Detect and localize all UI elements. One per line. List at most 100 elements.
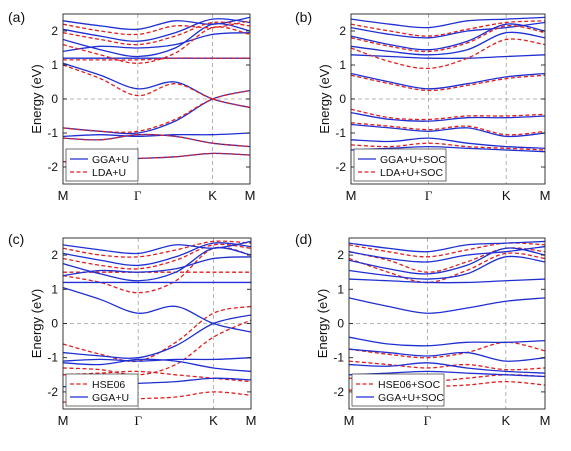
band-solid-8 <box>351 21 545 39</box>
x-tick-label: M <box>540 413 551 428</box>
band-solid-2 <box>351 123 545 138</box>
band-dashed-0 <box>351 142 545 151</box>
band-solid-0 <box>349 370 545 378</box>
legend-entry: GGA+U <box>92 154 129 166</box>
x-tick-label: Γ <box>424 413 432 428</box>
y-tick-label: -1 <box>47 351 58 365</box>
band-solid-5 <box>349 278 545 284</box>
legend-entry: LDA+U+SOC <box>380 167 443 179</box>
legend-entry: LDA+U <box>92 167 126 179</box>
band-dashed-1 <box>351 122 545 136</box>
band-solid-7 <box>349 247 545 275</box>
band-solid-2 <box>349 348 545 362</box>
band-solid-4 <box>63 286 251 333</box>
y-tick-label: 1 <box>51 282 58 296</box>
panel-b: -2 -1 0 1 2 M Γ K M Energy (eV) (b) GGA+U+SOCLDA+U+… <box>295 9 550 203</box>
x-tick-label: Γ <box>425 188 433 203</box>
band-dashed-4 <box>63 57 250 61</box>
y-tick-label: 1 <box>51 58 58 72</box>
band-dashed-4 <box>351 38 545 70</box>
band-solid-4 <box>349 297 545 314</box>
band-solid-9 <box>349 240 545 253</box>
band-dashed-4 <box>349 252 545 284</box>
band-dashed-3 <box>63 64 250 109</box>
band-dashed-1 <box>63 133 250 148</box>
x-tick-label: K <box>209 413 218 428</box>
legend-entry: GGA+U <box>92 392 129 404</box>
band-solid-3 <box>349 336 545 347</box>
band-solid-8 <box>63 242 251 267</box>
y-tick-label: 1 <box>337 282 344 296</box>
band-solid-8 <box>349 245 545 263</box>
y-tick-label: -2 <box>335 160 346 174</box>
panel-label: (a) <box>8 9 25 25</box>
band-solid-1 <box>63 358 251 373</box>
y-axis-label: Energy (eV) <box>317 64 332 133</box>
x-tick-label: M <box>346 188 357 203</box>
band-solid-2 <box>63 132 250 138</box>
y-tick-label: -1 <box>335 126 346 140</box>
y-tick-label: -2 <box>333 385 344 399</box>
band-dashed-7 <box>63 20 250 36</box>
y-tick-label: -2 <box>47 385 58 399</box>
band-solid-0 <box>351 145 545 153</box>
x-tick-label: M <box>246 413 257 428</box>
band-solid-4 <box>351 72 545 90</box>
band-dashed-3 <box>351 74 545 92</box>
y-tick-label: -1 <box>333 351 344 365</box>
y-tick-label: 2 <box>51 248 58 262</box>
band-solid-6 <box>63 32 250 53</box>
x-tick-label: K <box>208 188 217 203</box>
panel-label: (c) <box>8 231 24 247</box>
band-dashed-2 <box>63 319 251 376</box>
legend-entry: HSE06 <box>92 379 125 391</box>
y-tick-label: -2 <box>47 160 58 174</box>
band-solid-2 <box>63 357 251 362</box>
y-tick-label: 2 <box>51 24 58 38</box>
y-tick-label: -1 <box>47 126 58 140</box>
y-tick-label: 0 <box>51 92 58 106</box>
y-axis-label: Energy (eV) <box>29 289 44 358</box>
band-solid-8 <box>63 18 250 42</box>
band-dashed-2 <box>351 108 545 121</box>
band-solid-9 <box>63 16 250 31</box>
band-dashed-1 <box>63 370 251 383</box>
band-dashed-6 <box>63 243 251 270</box>
panel-label: (d) <box>295 231 312 247</box>
legend-entry: HSE06+SOC <box>378 379 441 391</box>
y-tick-label: 0 <box>339 92 346 106</box>
band-dashed-3 <box>63 305 251 363</box>
band-dashed-5 <box>351 25 545 53</box>
panel-d: -2 -1 0 1 2 M Γ K M Energy (eV) (d) HSE06+SOCGGA+U+… <box>295 231 550 428</box>
band-solid-9 <box>63 240 251 255</box>
band-solid-6 <box>349 255 545 280</box>
legend-entry: GGA+U+SOC <box>378 392 444 404</box>
x-tick-label: Γ <box>134 413 142 428</box>
band-solid-1 <box>349 362 545 374</box>
band-dashed-2 <box>349 360 545 371</box>
band-solid-5 <box>351 54 545 60</box>
band-dashed-5 <box>63 26 250 64</box>
y-axis-label: Energy (eV) <box>29 64 44 133</box>
x-tick-label: M <box>344 413 355 428</box>
x-tick-label: K <box>502 188 511 203</box>
band-solid-1 <box>351 137 545 149</box>
y-tick-label: 1 <box>339 58 346 72</box>
x-tick-label: K <box>501 413 510 428</box>
x-tick-label: M <box>540 188 551 203</box>
band-solid-6 <box>63 256 251 277</box>
panel-label: (b) <box>295 9 312 25</box>
y-tick-label: 2 <box>337 248 344 262</box>
band-solid-6 <box>351 31 545 56</box>
band-dashed-5 <box>349 247 545 273</box>
x-tick-label: M <box>58 188 69 203</box>
y-tick-label: 0 <box>51 317 58 331</box>
legend-entry: GGA+U+SOC <box>380 154 446 166</box>
